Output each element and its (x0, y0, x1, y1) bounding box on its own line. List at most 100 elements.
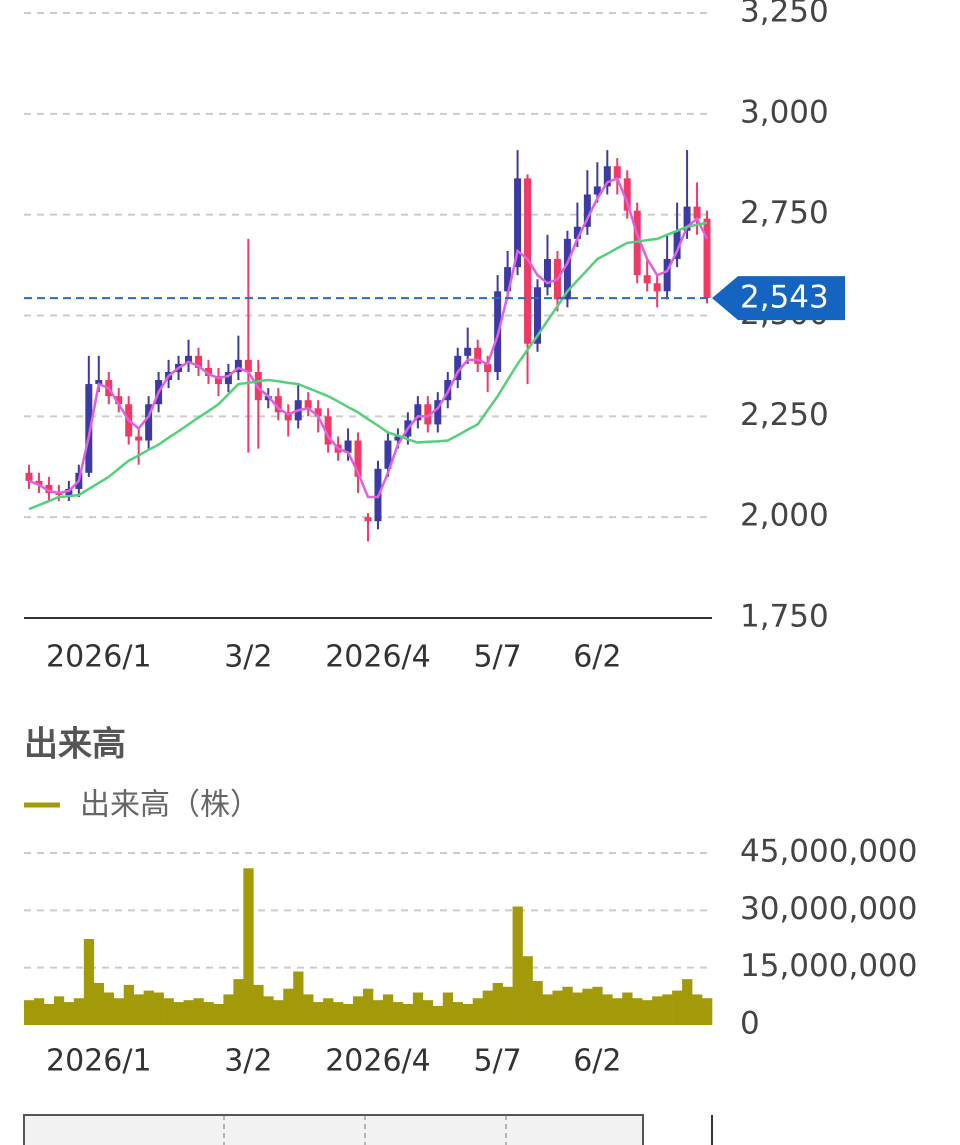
candle-body (464, 347, 472, 356)
volume-bar (602, 994, 613, 1025)
candle-body (324, 416, 332, 445)
candle-body (35, 480, 43, 485)
candle-body (543, 259, 551, 288)
volume-bar (83, 939, 95, 1025)
moving-average (28, 176, 709, 499)
volume-bar (672, 990, 683, 1025)
volume-bar (662, 994, 673, 1025)
volume-bar (323, 998, 334, 1025)
volume-bar (382, 994, 394, 1025)
candle-body (593, 186, 601, 195)
x-tick-label: 2026/1 (46, 640, 152, 675)
candle-body (673, 230, 681, 260)
volume-bar (582, 988, 593, 1025)
volume-bar (632, 998, 643, 1025)
volume-bar (113, 998, 125, 1025)
volume-bar (93, 982, 105, 1025)
volume-bar (442, 992, 454, 1025)
candle-body (583, 194, 591, 227)
candle-body (514, 178, 522, 268)
volume-bar (412, 992, 424, 1025)
y-tick-label: 15,000,000 (740, 948, 918, 984)
volume-bar (372, 1000, 384, 1025)
candle-body (234, 359, 242, 372)
candle-body (284, 412, 292, 421)
volume-bar (303, 994, 314, 1025)
volume-bar (24, 1000, 35, 1025)
candle-body (434, 400, 442, 425)
volume-bar (512, 906, 523, 1025)
candle-body (613, 166, 621, 179)
volume-bar (233, 979, 244, 1025)
candle-body (354, 440, 362, 477)
candle-body (474, 347, 482, 364)
candle-body (214, 376, 222, 385)
candle-body (454, 355, 462, 381)
volume-bar (313, 1002, 324, 1025)
volume-bar (243, 868, 254, 1025)
candle-body (95, 380, 103, 385)
candle-body (274, 396, 282, 413)
y-tick-label: 45,000,000 (740, 834, 918, 870)
y-tick-label: 2,750 (740, 195, 829, 231)
candle-body (683, 206, 691, 231)
volume-bar (133, 994, 144, 1025)
volume-bar (612, 998, 623, 1025)
volume-bar (462, 1003, 473, 1025)
candle-body (195, 355, 202, 368)
navigator (23, 1114, 644, 1145)
x-tick-label: 3/2 (224, 640, 272, 675)
candle-body (304, 400, 312, 409)
y-tick-label: 30,000,000 (740, 891, 918, 927)
candle-body (25, 472, 33, 481)
candle-body (653, 283, 661, 292)
y-tick-label: 2,250 (740, 397, 829, 433)
candle-body (384, 440, 392, 469)
last-price-badge (712, 276, 845, 321)
volume-bar (472, 998, 483, 1025)
volume-bar (63, 1002, 75, 1025)
candle-body (663, 259, 671, 292)
volume-bar (702, 998, 713, 1025)
last-price-label: 2,543 (740, 280, 829, 316)
candle-body (224, 371, 232, 385)
volume-bar (492, 982, 503, 1025)
y-tick-label: 3,000 (740, 94, 829, 130)
volume-bar (422, 1000, 434, 1025)
volume-bar (273, 1000, 284, 1025)
volume-bar (333, 1002, 344, 1025)
volume-bar (392, 1002, 404, 1025)
y-tick-label: 3,250 (740, 0, 829, 30)
volume-bar (53, 996, 65, 1025)
candle-body (504, 267, 512, 292)
volume-bar (502, 986, 513, 1025)
y-tick-label: 0 (740, 1006, 760, 1042)
candle-body (145, 404, 153, 441)
volume-bar (542, 994, 553, 1025)
x-tick-label: 2026/4 (325, 1044, 431, 1079)
candle-body (623, 178, 631, 211)
candle-body (563, 238, 571, 300)
volume-bar (652, 996, 663, 1025)
candle-body (135, 436, 143, 441)
volume-bar (552, 990, 563, 1025)
volume-bar (283, 988, 294, 1025)
volume-bar (223, 994, 234, 1025)
candle-body (204, 367, 212, 376)
candle-body (85, 384, 93, 473)
volume-bar (143, 990, 154, 1025)
volume-bar (692, 994, 703, 1025)
candle-body (424, 404, 432, 425)
volume-bar (402, 1003, 414, 1025)
volume-bar (522, 956, 533, 1025)
volume-bar (452, 1002, 464, 1025)
candle-body (703, 218, 711, 299)
volume-bar (343, 1003, 354, 1025)
volume-bar (293, 971, 304, 1025)
volume-bar (253, 984, 264, 1025)
candle-body (484, 363, 492, 372)
x-tick-label: 5/7 (473, 640, 521, 675)
volume-bar (482, 990, 493, 1025)
x-tick-label: 2026/1 (46, 1044, 152, 1079)
